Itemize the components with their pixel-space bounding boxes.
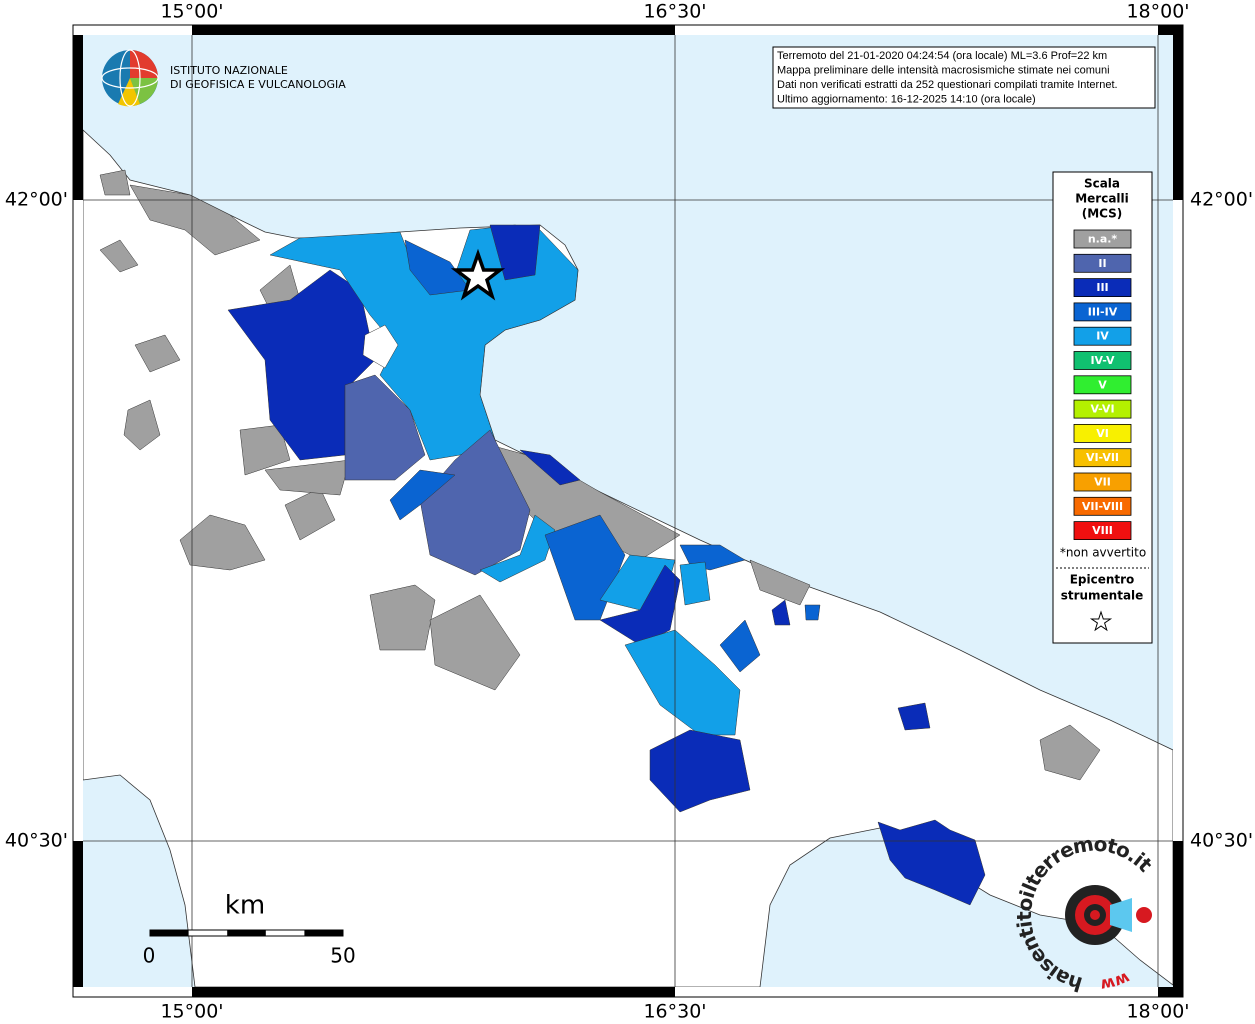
legend-note: *non avvertito	[1060, 546, 1146, 560]
scale-bar: km 0 50	[143, 891, 356, 968]
legend-swatch	[1073, 229, 1132, 249]
lon-label: 16°30'	[643, 1001, 706, 1023]
legend-swatch	[1073, 472, 1132, 492]
info-line: Ultimo aggiornamento: 16-12-2025 14:10 (…	[777, 93, 1036, 105]
info-line: Dati non verificati estratti da 252 ques…	[777, 79, 1118, 91]
legend-swatch	[1073, 375, 1132, 395]
legend-label: IV-V	[1090, 354, 1115, 367]
legend-swatch	[1073, 302, 1132, 322]
legend-title: Scala	[1084, 177, 1120, 191]
legend-swatch	[1073, 278, 1132, 298]
lon-label: 18°00'	[1126, 1001, 1189, 1023]
legend-swatch	[1073, 448, 1132, 468]
legend-epicenter: strumentale	[1061, 589, 1144, 603]
frame-ticks	[73, 25, 1183, 997]
legend-swatch	[1073, 253, 1132, 273]
legend-star	[1089, 610, 1113, 632]
legend: ScalaMercalli(MCS)n.a.*IIIIIIII-IVIVIV-V…	[1060, 177, 1146, 603]
legend-swatch	[1073, 423, 1132, 443]
legend-label: V-VI	[1090, 403, 1114, 416]
info-line: Mappa preliminare delle intensità macros…	[777, 64, 1110, 76]
lat-label: 42°00'	[5, 189, 68, 211]
legend-label: V	[1098, 378, 1107, 391]
legend-label: VI-VII	[1086, 451, 1119, 464]
scale-label: 0	[143, 944, 156, 968]
legend-epicenter: Epicentro	[1070, 573, 1135, 587]
legend-label: IV	[1096, 330, 1109, 343]
epicenter-star	[450, 248, 506, 301]
info-lines: Terremoto del 21-01-2020 04:24:54 (ora l…	[777, 50, 1118, 106]
logo-line: DI GEOFISICA E VULCANOLOGIA	[170, 78, 346, 91]
legend-label: III	[1096, 281, 1108, 294]
legend-swatch	[1073, 326, 1132, 346]
graticule	[83, 35, 1173, 987]
info-line: Terremoto del 21-01-2020 04:24:54 (ora l…	[777, 50, 1107, 62]
legend-swatch	[1073, 496, 1132, 516]
axis-labels: 15°00' 16°30' 18°00' 15°00' 16°30' 18°00' 42°0…	[5, 1, 1253, 1023]
legend-label: II	[1098, 257, 1106, 270]
legend-title: Mercalli	[1075, 192, 1129, 206]
ingv-logo: ISTITUTO NAZIONALE DI GEOFISICA E VULCAN…	[101, 49, 346, 107]
legend-label: VII	[1094, 476, 1111, 489]
scale-label: 50	[330, 944, 355, 968]
lat-label: 40°30'	[1190, 830, 1253, 852]
legend-label: VII-VIII	[1082, 500, 1123, 513]
lon-label: 15°00'	[160, 1, 223, 23]
info-box	[772, 46, 1156, 109]
logo-line: ISTITUTO NAZIONALE	[170, 64, 288, 77]
legend-title: (MCS)	[1082, 207, 1123, 221]
legend-swatch	[1073, 351, 1132, 370]
legend-label: VIII	[1092, 524, 1113, 537]
lon-label: 16°30'	[643, 1, 706, 23]
municipalities	[99, 169, 1101, 906]
lat-label: 40°30'	[5, 830, 68, 852]
lat-label: 42°00'	[1190, 189, 1253, 211]
legend-label: III-IV	[1088, 305, 1118, 318]
scale-unit: km	[225, 891, 265, 921]
lon-label: 15°00'	[160, 1001, 223, 1023]
legend-label: n.a.*	[1088, 233, 1118, 246]
legend-swatch	[1073, 521, 1132, 540]
legend-label: VI	[1096, 427, 1109, 440]
lon-label: 18°00'	[1126, 1, 1189, 23]
legend-swatch	[1073, 399, 1132, 419]
